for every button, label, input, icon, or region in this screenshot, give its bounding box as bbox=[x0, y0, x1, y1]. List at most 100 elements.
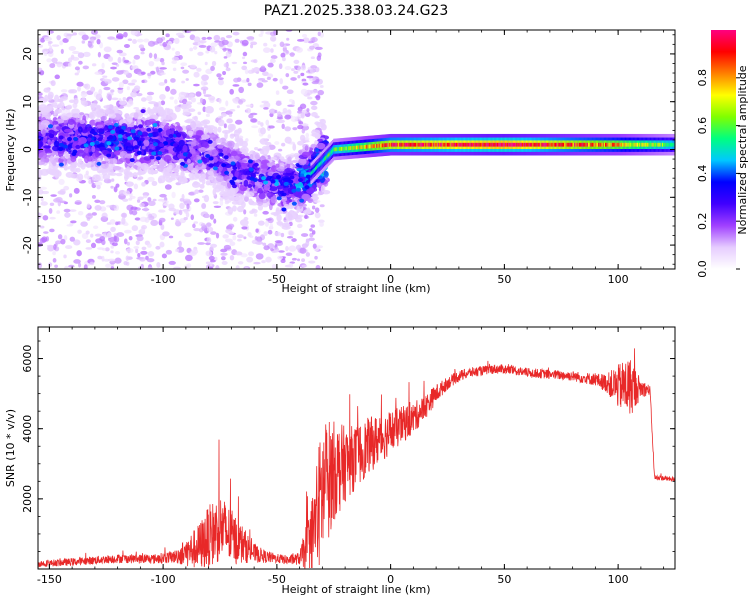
spectrogram-noise-cell bbox=[56, 210, 61, 214]
spectrogram-noise-cell bbox=[180, 62, 188, 67]
spectrogram-noise-cell bbox=[260, 122, 264, 127]
spectrogram-line-cell bbox=[526, 142, 529, 147]
spectrogram-line-cell bbox=[514, 142, 516, 147]
spectrogram-band-cell bbox=[287, 156, 292, 162]
spectrogram-line-cell bbox=[576, 142, 579, 147]
spectrogram-noise-cell bbox=[257, 120, 261, 125]
spectrogram-line-cell bbox=[459, 142, 462, 147]
spectrogram-line-cell bbox=[370, 144, 373, 149]
spectrogram-noise-cell bbox=[235, 251, 243, 256]
spectrogram-line-cell bbox=[461, 142, 464, 147]
spectrogram-noise-cell bbox=[72, 50, 80, 55]
spectrogram-noise-cell bbox=[103, 86, 111, 91]
spectrogram-noise-cell bbox=[170, 217, 174, 220]
spectrogram-line-cell bbox=[626, 142, 629, 147]
spectrogram-noise-cell bbox=[49, 228, 55, 233]
spectrogram-band-cell bbox=[152, 169, 159, 174]
spectrogram-peak-cell bbox=[108, 135, 114, 140]
spectrogram-line-cell bbox=[335, 147, 338, 152]
spectrogram-band-cell bbox=[137, 196, 144, 200]
spectrogram-peak-cell bbox=[205, 154, 211, 159]
spectrogram-line-cell bbox=[591, 142, 594, 147]
spectrogram-noise-cell bbox=[110, 226, 116, 233]
spectrogram-line-cell bbox=[338, 147, 341, 151]
spectrogram-noise-cell bbox=[301, 264, 308, 268]
spectrogram-line-cell bbox=[417, 142, 420, 147]
spectrogram-noise-cell bbox=[220, 248, 228, 253]
spectrogram-band-cell bbox=[139, 157, 145, 164]
spectrogram-line-cell bbox=[529, 142, 532, 147]
spectrogram-noise-cell bbox=[168, 260, 176, 265]
spectrogram-line-cell bbox=[361, 145, 364, 150]
spectrogram-line-cell bbox=[467, 142, 470, 147]
spectrogram-noise-cell bbox=[308, 260, 316, 264]
spectrogram-noise-cell bbox=[118, 81, 124, 89]
spectrogram-peak-cell bbox=[289, 175, 295, 180]
spectrogram-band-cell bbox=[212, 188, 217, 196]
spectrogram-line-cell bbox=[432, 142, 434, 147]
spectrogram-peak-cell bbox=[224, 170, 230, 175]
spectrogram-noise-cell bbox=[285, 73, 290, 78]
spectrogram-band-cell bbox=[58, 108, 62, 113]
spectrogram-noise-cell bbox=[40, 37, 46, 43]
spectrogram-line-cell bbox=[501, 142, 504, 147]
spectrogram-peak-cell bbox=[155, 156, 161, 161]
spectrogram-noise-cell bbox=[186, 203, 190, 210]
spectrogram-line-cell bbox=[630, 142, 632, 147]
spectrogram-band-cell bbox=[143, 139, 150, 147]
spectrogram-line-cell bbox=[474, 142, 476, 147]
spectrogram-noise-cell bbox=[312, 243, 317, 249]
spectrogram-noise-cell bbox=[274, 109, 278, 114]
spectrogram-line-cell bbox=[334, 147, 337, 152]
spectrogram-line-cell bbox=[644, 142, 647, 147]
spectrogram-noise-cell bbox=[200, 223, 206, 227]
spectrogram-band-cell bbox=[254, 147, 259, 151]
spectrogram-noise-cell bbox=[223, 62, 230, 68]
spectrogram-peak-cell bbox=[48, 133, 54, 138]
spectrogram-noise-cell bbox=[267, 62, 274, 68]
spectrogram-noise-cell bbox=[135, 240, 140, 246]
spectrogram-noise-cell bbox=[241, 226, 248, 230]
spectrogram-line-cell bbox=[605, 142, 607, 147]
spectrogram-line-cell bbox=[657, 142, 660, 147]
spectrogram-noise-cell bbox=[132, 59, 136, 65]
spectrogram-band-cell bbox=[188, 108, 196, 113]
spectrogram-peak-cell bbox=[208, 163, 214, 168]
spectrogram-noise-cell bbox=[57, 234, 63, 240]
spectrogram-line-cell bbox=[617, 142, 620, 147]
spectrogram-noise-cell bbox=[41, 236, 48, 243]
spectrogram-line-cell bbox=[449, 142, 451, 147]
spectrogram-noise-cell bbox=[221, 260, 228, 265]
spectrogram-noise-cell bbox=[297, 223, 303, 229]
spectrogram-noise-cell bbox=[170, 78, 176, 83]
spectrogram-band-cell bbox=[299, 173, 305, 178]
spectrogram-noise-cell bbox=[189, 47, 194, 52]
spectrogram-noise-cell bbox=[199, 97, 204, 104]
spectrogram-noise-cell bbox=[265, 218, 272, 221]
spectrogram-band-cell bbox=[320, 185, 326, 193]
spectrogram-line-cell bbox=[391, 142, 393, 147]
spectrogram-line-cell bbox=[377, 143, 380, 148]
spectrogram-noise-cell bbox=[219, 197, 224, 202]
spectrogram-noise-cell bbox=[216, 73, 222, 78]
spectrogram-noise-cell bbox=[227, 223, 235, 229]
spectrogram-noise-cell bbox=[205, 50, 210, 54]
spectrogram-band-cell bbox=[204, 106, 214, 114]
spectrogram-noise-cell bbox=[160, 72, 166, 76]
spectrogram-noise-cell bbox=[38, 67, 43, 72]
spectrogram-band-cell bbox=[139, 169, 146, 175]
spectrogram-noise-cell bbox=[179, 202, 185, 210]
spectrogram-line-cell bbox=[553, 142, 556, 147]
spectrogram-peak-cell bbox=[90, 130, 96, 135]
spectrogram-line-cell bbox=[412, 142, 415, 147]
spectrogram-noise-cell bbox=[302, 82, 309, 86]
spectrogram-noise-cell bbox=[46, 58, 52, 63]
spectrogram-noise-cell bbox=[130, 30, 138, 36]
spectrogram-band-cell bbox=[60, 156, 66, 160]
spectrogram-noise-cell bbox=[253, 66, 260, 74]
spectrogram-line-cell bbox=[631, 142, 633, 147]
spectrogram-noise-cell bbox=[94, 199, 101, 203]
spectrogram-peak-cell bbox=[291, 188, 297, 193]
spectrogram-line-cell bbox=[649, 142, 652, 147]
spectrogram-line-cell bbox=[376, 143, 379, 148]
